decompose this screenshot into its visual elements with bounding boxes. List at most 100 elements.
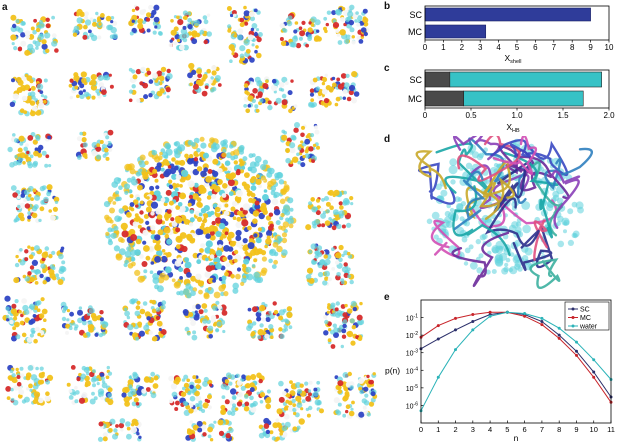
category-label-mc: MC	[408, 94, 422, 104]
x-tick-label: 9	[574, 425, 578, 434]
legend-label-water: water	[579, 324, 598, 331]
peptide-cluster	[323, 300, 365, 349]
x-tick-label: 8	[570, 43, 575, 52]
data-point-sc	[592, 370, 596, 374]
category-label-sc: SC	[409, 10, 422, 20]
data-point-water	[523, 312, 527, 315]
peptide-cluster	[10, 14, 59, 56]
peptide-cluster	[9, 72, 50, 117]
x-axis-label: XHB	[506, 122, 520, 134]
x-tick-label: 6	[523, 425, 527, 434]
panel-label-c: c	[384, 63, 390, 74]
chart-b-shell-bars: SC MC0 1 2 3 4 5 6 7 8 9 10 Xshell	[408, 5, 614, 64]
x-tick-label: 0	[419, 425, 423, 434]
x-tick-label: 1	[436, 425, 440, 434]
peptide-cluster	[187, 62, 222, 97]
data-point-mc	[540, 323, 544, 327]
peptide-cluster	[128, 66, 173, 103]
peptide-cluster	[280, 122, 320, 168]
x-tick-label: 7	[540, 425, 544, 434]
peptide-cluster	[168, 374, 214, 416]
data-point-water	[471, 328, 475, 332]
peptide-cluster	[185, 418, 234, 442]
data-point-sc	[454, 328, 457, 332]
x-tick-label: 1.5	[557, 111, 569, 120]
x-tick-label: 3	[478, 43, 483, 52]
peptide-cluster	[121, 371, 160, 408]
data-point-sc	[575, 349, 578, 353]
peptide-cluster	[168, 10, 212, 52]
data-point-mc	[436, 324, 440, 328]
y-tick-label: 10-4	[406, 366, 418, 375]
peptide-cluster	[75, 129, 114, 162]
x-tick-label: 4	[496, 43, 501, 52]
legend-label-mc: MC	[580, 315, 591, 322]
x-tick-label: 4	[488, 425, 492, 434]
y-tick-label: 10-3	[406, 349, 418, 358]
x-tick-label: 3	[471, 425, 475, 434]
y-tick-exponent: -2	[414, 331, 419, 337]
molecular-snapshot-image	[2, 4, 378, 442]
x-tick-label: 10	[590, 425, 598, 434]
y-axis-label: p(n)	[385, 366, 400, 376]
legend-marker-water	[571, 324, 575, 328]
peptide-cluster	[308, 71, 360, 108]
data-point-water	[436, 375, 440, 379]
bar-mc-segment-2	[463, 90, 584, 107]
bar-mc-segment-1	[424, 90, 464, 107]
bar-mc	[424, 24, 487, 39]
plot-frame	[420, 299, 612, 424]
x-tick-label: 0	[423, 111, 428, 120]
category-label-mc: MC	[408, 27, 422, 37]
x-tick-label: 7	[552, 43, 557, 52]
bar-sc-segment-2	[449, 71, 602, 88]
series-line-mc	[420, 311, 612, 403]
peptide-cluster	[7, 132, 53, 169]
x-tick-label: 0.5	[465, 111, 477, 120]
data-point-sc	[540, 320, 544, 323]
y-tick-exponent: -5	[414, 384, 419, 390]
peptide-cluster	[66, 365, 114, 406]
category-label-sc: SC	[409, 75, 422, 85]
peptide-cluster	[182, 300, 228, 341]
x-axis-label-subscript: shell	[510, 59, 521, 64]
y-tick-label: 10-5	[406, 384, 418, 393]
x-tick-label: 1	[441, 43, 446, 52]
protein-structure-image	[415, 136, 594, 290]
data-point-mc	[454, 316, 457, 320]
y-tick-exponent: -3	[414, 349, 419, 355]
x-tick-label: 2.0	[603, 111, 615, 120]
x-tick-label: 5	[515, 43, 520, 52]
data-point-sc	[471, 320, 475, 323]
y-tick-label: 10-6	[406, 401, 418, 410]
panel-label-d: d	[384, 134, 391, 145]
peptide-cluster	[97, 418, 142, 442]
chart-c-hb-bars: SC MC0 0.5 1.0 1.5 2.0 XHB	[408, 69, 615, 134]
peptide-cluster	[226, 5, 263, 65]
data-point-sc	[436, 337, 440, 341]
peptide-cluster	[333, 371, 378, 420]
series-line-water	[420, 311, 612, 411]
peptide-cluster	[279, 11, 322, 49]
data-point-water	[557, 326, 561, 330]
x-tick-label: 2	[453, 425, 457, 434]
peptide-cluster	[305, 243, 355, 287]
peptide-cluster	[246, 301, 293, 342]
y-tick-label: 10-2	[406, 331, 418, 340]
legend-marker-mc	[571, 316, 575, 319]
data-point-water	[505, 310, 509, 314]
bar-sc-segment-1	[424, 71, 451, 88]
peptide-cluster	[276, 380, 324, 420]
peptide-cluster	[122, 298, 167, 342]
data-point-sc	[557, 333, 561, 337]
x-tick-label: 2	[460, 43, 465, 52]
peptide-cluster	[60, 301, 109, 338]
x-tick-label: 6	[533, 43, 538, 52]
peptide-cluster	[68, 71, 114, 100]
data-point-mc	[592, 375, 596, 379]
data-point-mc	[488, 310, 492, 314]
x-tick-label: 1.0	[511, 111, 523, 120]
panel-label-a: a	[2, 2, 8, 13]
panel-label-e: e	[384, 292, 390, 303]
